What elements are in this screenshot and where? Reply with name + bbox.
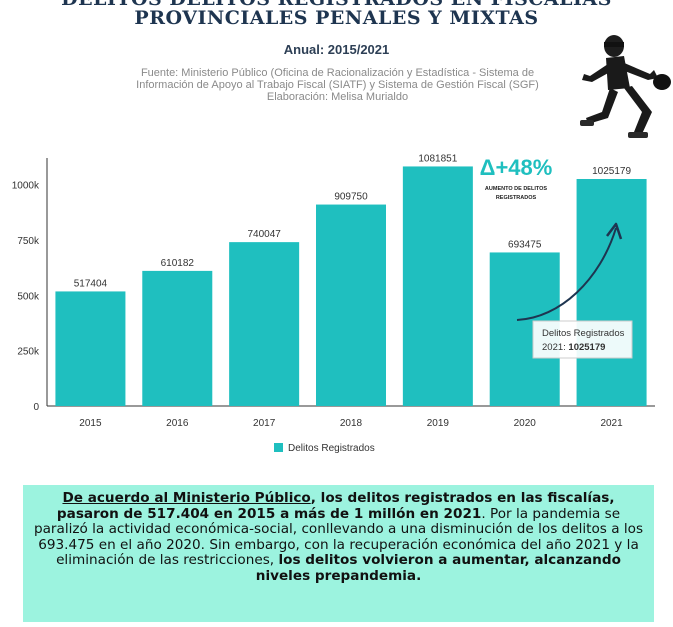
trend-arrow (516, 227, 617, 321)
y-tick-label: 500k (17, 291, 40, 302)
legend-label: Delitos Registrados (288, 443, 375, 454)
arrow-head (606, 222, 623, 240)
tooltip-box (532, 320, 633, 359)
source-line-3: Elaboración: Melisa Murialdo (266, 91, 409, 103)
data-label-2021: 1025179 (592, 166, 631, 177)
source-note: Fuente: Ministerio Público (Oficina de R… (100, 67, 575, 103)
source-line-1: Fuente: Ministerio Público (Oficina de R… (140, 67, 535, 79)
data-label-2016: 610182 (161, 258, 195, 269)
data-label-2015: 517404 (74, 278, 108, 289)
bar-2015 (55, 291, 126, 406)
chart-title: DELITOS DELITOS REGISTRADOS EN FISCALÍAS… (0, 0, 673, 28)
x-tick-label-2020: 2020 (514, 418, 537, 429)
annotation-caption-1: AUMENTO DE DELITOS (485, 186, 547, 192)
legend[interactable]: Delitos Registrados (274, 443, 375, 454)
annotation-delta: Δ+48% (480, 155, 553, 180)
y-tick-label: 0 (33, 402, 39, 413)
tooltip: Delitos Registrados 2021: 1025179 (532, 320, 633, 359)
title-line-2: PROVINCIALES PENALES Y MIXTAS (134, 7, 539, 29)
y-tick-label: 250k (17, 347, 40, 358)
y-tick-label: 1000k (12, 181, 40, 192)
data-label-2018: 909750 (334, 192, 368, 203)
chart-bars: 517404 610182 740047 909750 1081851 693475 102… (55, 153, 647, 406)
data-label-2019: 1081851 (418, 153, 457, 164)
x-tick-label-2018: 2018 (340, 418, 363, 429)
chart-subtitle: Anual: 2015/2021 (283, 42, 390, 57)
tooltip-value: 1025179 (568, 342, 605, 353)
bar-2017 (229, 242, 300, 406)
y-tick-label: 750k (17, 236, 40, 247)
legend-swatch (274, 443, 283, 452)
bar-2018 (316, 204, 386, 406)
x-tick-label-2016: 2016 (166, 418, 189, 429)
data-label-2020: 693475 (508, 239, 542, 250)
x-tick-label-2021: 2021 (600, 418, 623, 429)
bar-chart: 0 250k 500k 750k 1000k 2015 2016 2017 2018 2019 20… (12, 153, 655, 454)
summary-highlight-1: , los delitos registrados en las fiscalí… (56, 490, 615, 522)
tooltip-series: Delitos Registrados (542, 328, 625, 339)
thief-illustration (580, 35, 671, 138)
summary-body: . Por la pandemia se paralizó la activid… (33, 505, 644, 568)
summary-box: De acuerdo al Ministerio Público, los de… (23, 485, 654, 622)
x-tick-label-2019: 2019 (427, 418, 450, 429)
bar-2019 (402, 166, 473, 406)
x-tick-label-2015: 2015 (79, 418, 102, 429)
title-line-1: DELITOS DELITOS REGISTRADOS EN FISCALÍAS (0, 0, 673, 9)
summary-source-link: De acuerdo al Ministerio Público (62, 490, 311, 506)
tooltip-year: 2021: (542, 342, 568, 353)
bar-2021 (576, 178, 647, 406)
source-line-2: Información de Apoyo al Trabajo Fiscal (… (136, 79, 539, 91)
summary-highlight-2: los delitos volvieron a aumentar, alcanz… (255, 552, 621, 584)
annotation-caption-2: REGISTRADOS (496, 195, 537, 201)
tooltip-value-line: 2021: 1025179 (542, 342, 605, 353)
bar-2016 (142, 270, 213, 406)
data-label-2017: 740047 (247, 229, 281, 240)
x-tick-label-2017: 2017 (253, 418, 276, 429)
